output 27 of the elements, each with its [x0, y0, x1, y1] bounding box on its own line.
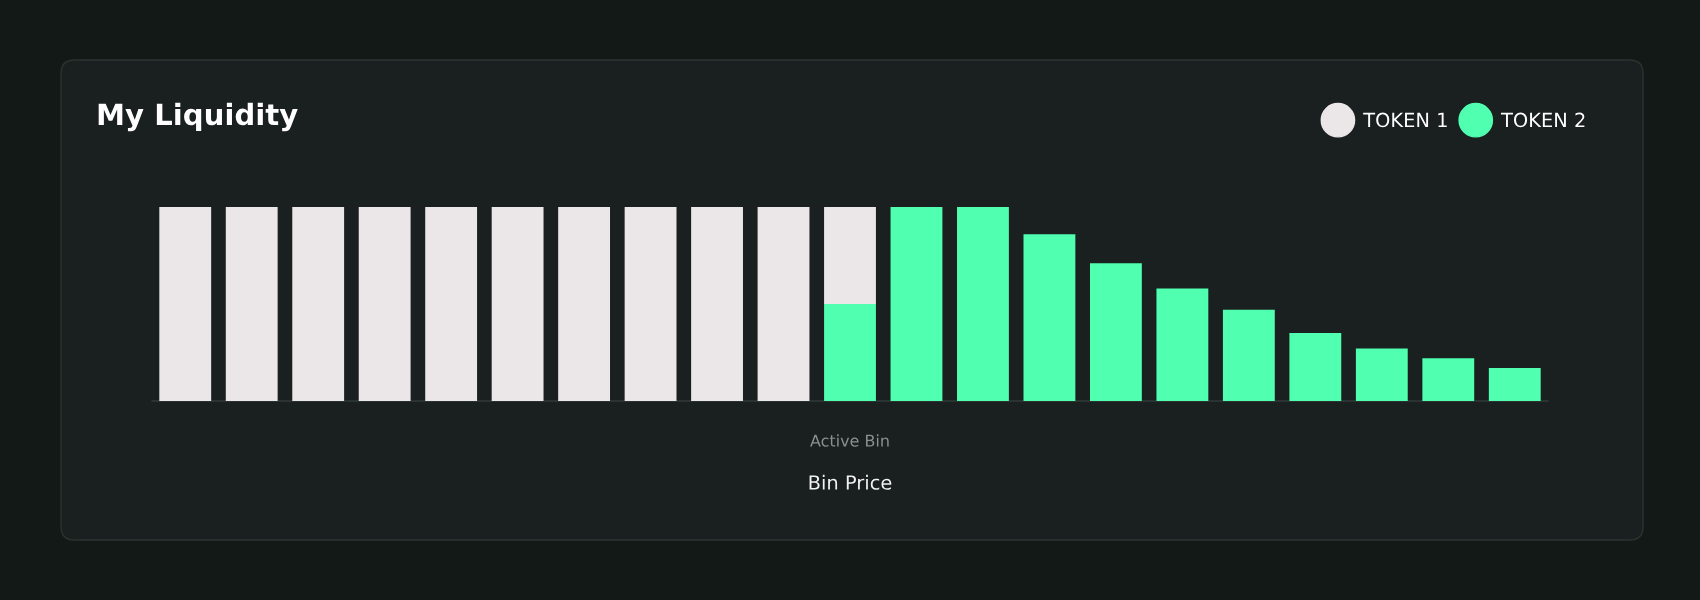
bar — [957, 207, 1009, 401]
chart-title: My Liquidity — [98, 102, 298, 132]
bar — [624, 207, 677, 401]
bar — [225, 207, 278, 401]
bar — [1023, 234, 1076, 401]
bar — [1089, 263, 1142, 401]
x-axis-title: Bin Price — [809, 474, 892, 490]
bar — [425, 207, 478, 401]
x-tick-label: Active Bin — [810, 434, 889, 447]
bar — [1422, 358, 1475, 401]
bar — [1222, 309, 1275, 401]
bar — [558, 207, 611, 401]
bar — [824, 304, 876, 401]
bar — [1355, 348, 1408, 401]
legend-label: TOKEN 1 — [1363, 112, 1447, 128]
bar — [159, 207, 212, 401]
legend-label: TOKEN 2 — [1500, 112, 1585, 128]
bar — [691, 207, 743, 401]
bar — [1488, 368, 1541, 401]
bar — [1156, 288, 1209, 401]
bar — [491, 207, 544, 401]
bar — [358, 207, 411, 401]
bar — [890, 207, 943, 401]
bar — [292, 207, 345, 401]
bar — [1289, 333, 1342, 401]
bar — [757, 207, 810, 401]
bar — [824, 207, 876, 304]
